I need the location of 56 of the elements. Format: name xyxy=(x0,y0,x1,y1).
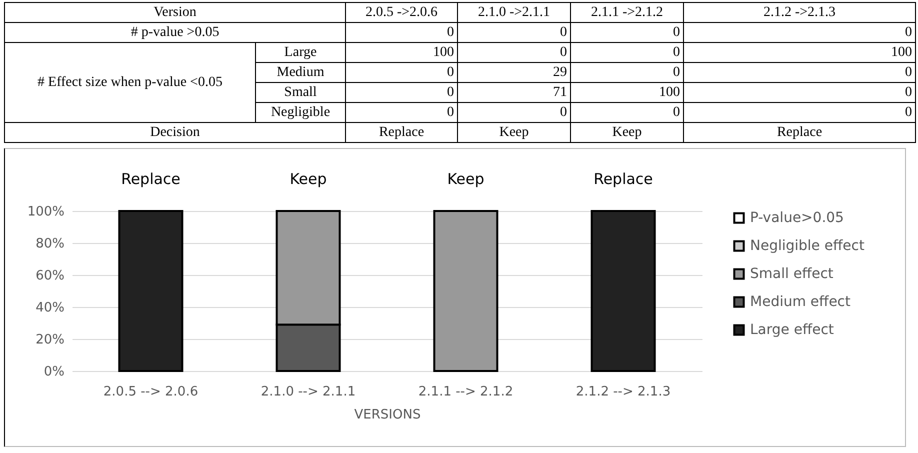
text: Large xyxy=(256,42,346,62)
text: # Effect size when p-value <0.05 xyxy=(4,42,256,122)
text: 0 xyxy=(570,42,684,62)
y-tick-label: 100% xyxy=(27,204,64,220)
legend-label: Medium effect xyxy=(750,294,851,310)
text: 2.0.5 ->2.0.6 xyxy=(346,2,458,22)
legend-label: Small effect xyxy=(750,266,834,282)
x-tick-label: 2.1.0 --> 2.1.1 xyxy=(260,384,356,400)
text: 0 xyxy=(684,22,916,42)
text: Keep xyxy=(458,122,570,142)
x-tick-label: 2.1.1 --> 2.1.2 xyxy=(418,384,514,400)
y-tick-label: 80% xyxy=(36,236,64,252)
text: 0 xyxy=(570,22,684,42)
text: 2.1.0 ->2.1.1 xyxy=(458,2,570,22)
annotation: Keep xyxy=(290,170,327,188)
text: 0 xyxy=(346,82,458,102)
text: 0 xyxy=(458,42,570,62)
x-tick-label: 2.1.2 --> 2.1.3 xyxy=(576,384,671,400)
annotation: Keep xyxy=(447,170,484,188)
text: 0 xyxy=(346,22,458,42)
text: Replace xyxy=(346,122,458,142)
text: Replace xyxy=(684,122,916,142)
text: # p-value >0.05 xyxy=(4,22,346,42)
text: Small xyxy=(256,82,346,102)
y-tick-label: 20% xyxy=(36,332,64,348)
text: 71 xyxy=(458,82,570,102)
text: 0 xyxy=(458,102,570,122)
text: 0 xyxy=(346,62,458,82)
text: 0 xyxy=(346,102,458,122)
text: 0 xyxy=(684,62,916,82)
text: 2.1.1 ->2.1.2 xyxy=(570,2,684,22)
text: Keep xyxy=(570,122,684,142)
y-tick-label: 60% xyxy=(36,268,64,284)
text: 0 xyxy=(570,102,684,122)
text: 0 xyxy=(684,82,916,102)
text: 0 xyxy=(684,102,916,122)
legend-label: Large effect xyxy=(750,322,834,338)
text: 2.1.2 ->2.1.3 xyxy=(684,2,916,22)
y-tick-label: 0% xyxy=(44,364,64,380)
text: 0 xyxy=(458,22,570,42)
text: Medium xyxy=(256,62,346,82)
text: 29 xyxy=(458,62,570,82)
text: 100 xyxy=(570,82,684,102)
text: Decision xyxy=(4,122,346,142)
annotation: Replace xyxy=(594,170,653,188)
x-tick-label: 2.0.5 --> 2.0.6 xyxy=(103,384,198,400)
text: 100 xyxy=(346,42,458,62)
text: 0 xyxy=(570,62,684,82)
annotation: Replace xyxy=(121,170,180,188)
text: Version xyxy=(4,2,346,22)
text: Negligible xyxy=(256,102,346,122)
text: 100 xyxy=(684,42,916,62)
x-axis-title: VERSIONS xyxy=(354,408,421,422)
legend-label: Negligible effect xyxy=(750,238,865,254)
y-tick-label: 40% xyxy=(36,300,64,316)
legend-label: P-value>0.05 xyxy=(750,210,844,226)
